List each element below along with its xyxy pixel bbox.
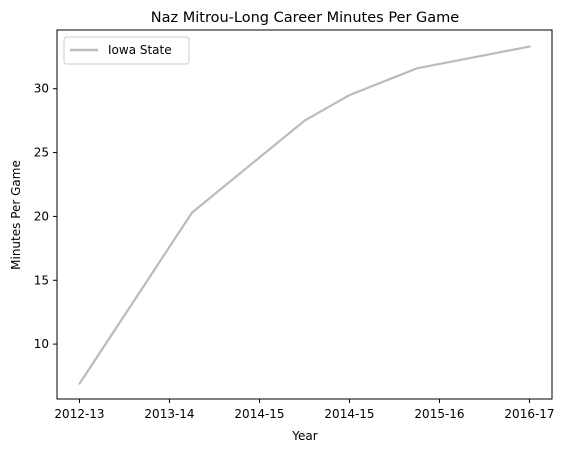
legend-box — [63, 36, 190, 65]
data-point — [78, 382, 81, 385]
x-axis: 2012-13 2013-14 2014-15 2014-15 2015-16 2016-… — [54, 399, 555, 421]
x-tick-label: 2014-15 — [324, 407, 374, 421]
plot-area — [56, 29, 553, 400]
y-tick-label: 15 — [34, 273, 49, 287]
data-point — [303, 119, 306, 122]
x-tick-label: 2012-13 — [54, 407, 104, 421]
y-tick-label: 10 — [34, 337, 49, 351]
series-line-iowa-state — [78, 45, 530, 385]
legend: Iowa State — [63, 36, 190, 65]
x-tick-label: 2013-14 — [144, 407, 194, 421]
y-tick-label: 25 — [34, 146, 49, 160]
y-tick-label: 20 — [34, 209, 49, 223]
data-point — [190, 211, 194, 214]
y-tick-label: 30 — [34, 82, 49, 96]
y-axis-title: Minutes Per Game — [9, 160, 23, 270]
x-tick-label: 2016-17 — [504, 407, 554, 421]
x-axis-title: Year — [291, 429, 317, 443]
data-point — [415, 67, 419, 70]
chart-title: Naz Mitrou-Long Career Minutes Per Game — [151, 10, 460, 26]
legend-label-iowa-state: Iowa State — [108, 43, 172, 57]
data-point — [528, 45, 531, 48]
x-tick-label: 2014-15 — [234, 407, 284, 421]
series-layer — [78, 45, 531, 385]
y-axis: 10 15 20 25 30 — [34, 82, 57, 351]
data-point — [348, 94, 351, 97]
x-tick-label: 2015-16 — [414, 407, 464, 421]
